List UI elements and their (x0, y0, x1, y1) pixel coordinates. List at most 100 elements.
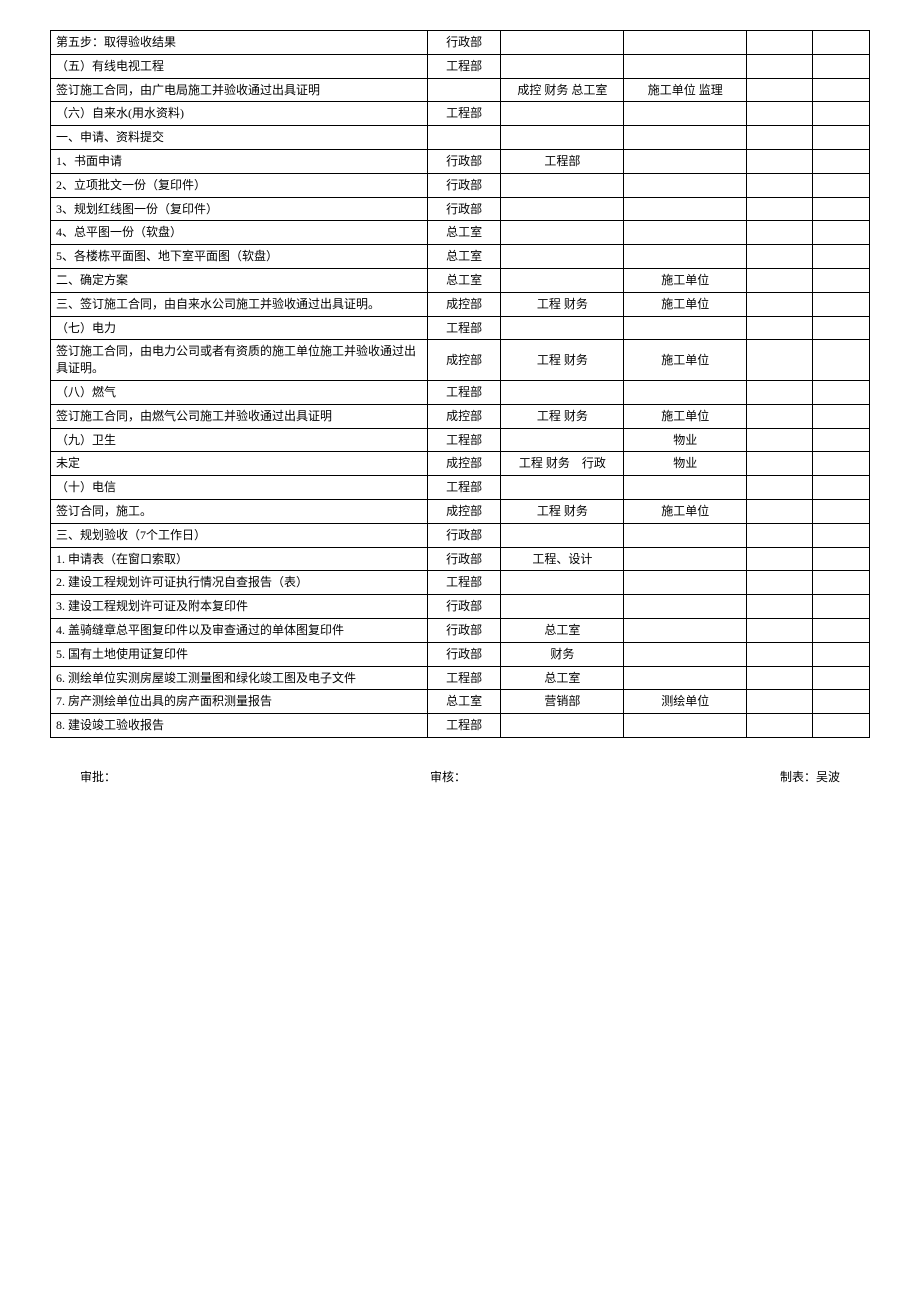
table-cell (812, 54, 869, 78)
table-cell (501, 316, 624, 340)
table-cell (812, 173, 869, 197)
table-row: （七）电力工程部 (51, 316, 870, 340)
table-cell: 成控部 (427, 452, 501, 476)
table-cell (747, 78, 813, 102)
table-cell (812, 78, 869, 102)
table-cell (427, 126, 501, 150)
table-cell: 成控部 (427, 404, 501, 428)
table-cell (501, 173, 624, 197)
table-row: （六）自来水(用水资料)工程部 (51, 102, 870, 126)
table-cell (624, 173, 747, 197)
table-cell: 行政部 (427, 173, 501, 197)
table-row: 2、立项批文一份（复印件）行政部 (51, 173, 870, 197)
table-cell (501, 571, 624, 595)
table-cell: 未定 (51, 452, 428, 476)
table-cell (747, 499, 813, 523)
table-cell (747, 428, 813, 452)
table-cell (624, 523, 747, 547)
table-cell (812, 714, 869, 738)
table-cell (812, 571, 869, 595)
table-cell: 工程部 (427, 476, 501, 500)
table-row: 未定成控部工程 财务 行政物业 (51, 452, 870, 476)
table-cell (624, 197, 747, 221)
table-cell: 施工单位 (624, 499, 747, 523)
table-row: （十）电信工程部 (51, 476, 870, 500)
approve-label: 审批： (80, 768, 116, 785)
table-row: 签订施工合同，由燃气公司施工并验收通过出具证明成控部工程 财务施工单位 (51, 404, 870, 428)
table-cell (427, 78, 501, 102)
table-cell (747, 292, 813, 316)
table-row: 一、申请、资料提交 (51, 126, 870, 150)
table-cell (501, 126, 624, 150)
table-cell: 8. 建设竣工验收报告 (51, 714, 428, 738)
table-cell: 3、规划红线图一份（复印件） (51, 197, 428, 221)
table-cell (812, 268, 869, 292)
table-row: 签订合同，施工。成控部工程 财务施工单位 (51, 499, 870, 523)
table-cell: 签订施工合同，由燃气公司施工并验收通过出具证明 (51, 404, 428, 428)
table-cell (747, 149, 813, 173)
table-cell: 工程部 (427, 714, 501, 738)
table-cell (624, 31, 747, 55)
table-cell (812, 149, 869, 173)
table-cell (812, 221, 869, 245)
table-cell (501, 197, 624, 221)
table-cell: 工程 财务 (501, 340, 624, 381)
table-row: 3. 建设工程规划许可证及附本复印件行政部 (51, 595, 870, 619)
table-cell (624, 666, 747, 690)
table-cell (624, 618, 747, 642)
table-cell: 工程部 (427, 316, 501, 340)
table-row: （九）卫生工程部物业 (51, 428, 870, 452)
table-cell (747, 173, 813, 197)
table-cell (747, 547, 813, 571)
table-cell (812, 618, 869, 642)
table-cell: 1. 申请表（在窗口索取） (51, 547, 428, 571)
table-cell (812, 642, 869, 666)
table-cell (812, 102, 869, 126)
table-cell: 2. 建设工程规划许可证执行情况自查报告（表） (51, 571, 428, 595)
table-cell (747, 245, 813, 269)
table-cell (747, 690, 813, 714)
table-cell: 营销部 (501, 690, 624, 714)
table-cell: 工程部 (427, 666, 501, 690)
table-row: （八）燃气工程部 (51, 380, 870, 404)
table-cell: 6. 测绘单位实测房屋竣工测量图和绿化竣工图及电子文件 (51, 666, 428, 690)
table-cell: （六）自来水(用水资料) (51, 102, 428, 126)
table-cell: 成控 财务 总工室 (501, 78, 624, 102)
document-table: 第五步：取得验收结果行政部（五）有线电视工程工程部签订施工合同，由广电局施工并验… (50, 30, 870, 738)
table-cell (624, 102, 747, 126)
table-cell: 二、确定方案 (51, 268, 428, 292)
table-cell (812, 690, 869, 714)
table-cell (747, 340, 813, 381)
table-cell: 工程 财务 (501, 499, 624, 523)
table-row: 第五步：取得验收结果行政部 (51, 31, 870, 55)
table-cell (812, 340, 869, 381)
table-cell (624, 642, 747, 666)
table-cell: 工程部 (427, 102, 501, 126)
table-cell (624, 316, 747, 340)
table-cell: 工程部 (427, 428, 501, 452)
table-cell (812, 476, 869, 500)
table-cell (812, 547, 869, 571)
table-cell (501, 102, 624, 126)
table-row: 签订施工合同，由广电局施工并验收通过出具证明成控 财务 总工室施工单位 监理 (51, 78, 870, 102)
table-cell (501, 523, 624, 547)
table-cell (747, 102, 813, 126)
table-cell (501, 31, 624, 55)
table-cell: 行政部 (427, 149, 501, 173)
table-cell (812, 404, 869, 428)
table-cell (812, 452, 869, 476)
table-cell: 总工室 (501, 666, 624, 690)
table-cell: 工程 财务 (501, 404, 624, 428)
table-row: 4. 盖骑缝章总平图复印件以及审查通过的单体图复印件行政部总工室 (51, 618, 870, 642)
table-cell: 4. 盖骑缝章总平图复印件以及审查通过的单体图复印件 (51, 618, 428, 642)
table-cell: 工程部 (427, 54, 501, 78)
table-cell: 成控部 (427, 499, 501, 523)
table-cell: 工程 财务 (501, 292, 624, 316)
table-cell (624, 245, 747, 269)
table-cell (747, 126, 813, 150)
table-cell: 物业 (624, 428, 747, 452)
table-cell: 总工室 (427, 690, 501, 714)
table-cell (624, 714, 747, 738)
table-cell (747, 380, 813, 404)
table-cell: 三、规划验收（7个工作日） (51, 523, 428, 547)
